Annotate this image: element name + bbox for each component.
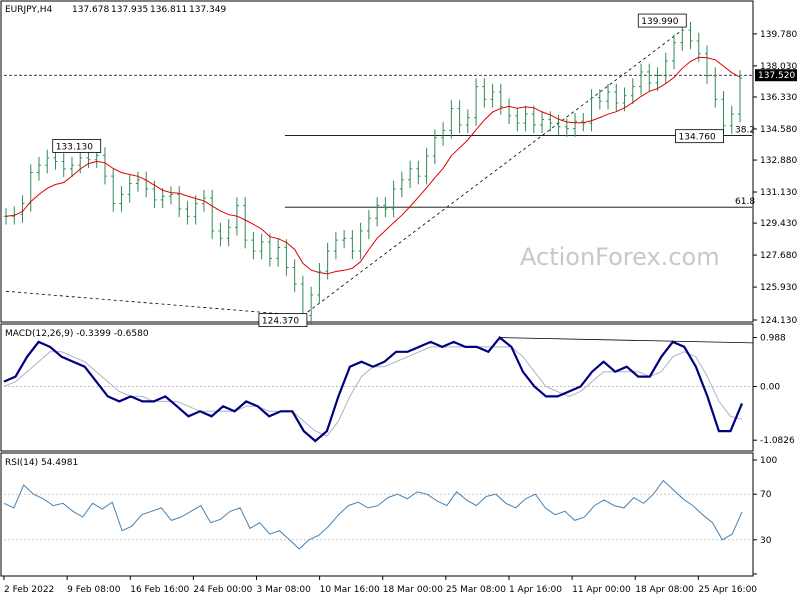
x-axis-label: 16 Feb 16:00 — [130, 585, 189, 595]
x-axis-label: 1 Apr 16:00 — [509, 585, 562, 595]
x-axis-label: 25 Apr 16:00 — [698, 585, 757, 595]
trend-line — [302, 29, 683, 316]
price-panel-frame — [0, 0, 754, 323]
price-layer: 38.2 61.8 133.130 124.370 139.990 134.760 — [4, 13, 755, 328]
x-axis-label: 2 Feb 2022 — [4, 585, 54, 595]
price-axis-label: 124.130 — [760, 316, 797, 326]
x-axis-label: 10 Mar 16:00 — [320, 585, 380, 595]
header-low: 136.811 — [150, 5, 187, 15]
rsi-line — [3, 479, 743, 550]
header-high: 137.935 — [111, 5, 148, 15]
trend-line — [5, 290, 303, 317]
rsi-axis-label: 30 — [760, 536, 772, 546]
x-axis-label: 18 Mar 00:00 — [383, 585, 443, 595]
macd-divergence-line — [499, 337, 754, 344]
price-axis-label: 132.880 — [760, 156, 797, 166]
swing-label-box — [52, 139, 102, 153]
macd-line — [3, 336, 744, 443]
price-axis-label: 134.580 — [760, 125, 797, 135]
x-axis-label: 24 Feb 00:00 — [193, 585, 252, 595]
rsi-axis-label: 70 — [760, 490, 772, 500]
x-axis-label: 9 Feb 08:00 — [67, 585, 121, 595]
price-axis-label: 125.930 — [760, 283, 797, 293]
swing-label-box — [675, 129, 724, 144]
swing-label: 134.760 — [679, 133, 716, 143]
x-axis-label: 3 Mar 08:00 — [256, 585, 311, 595]
swing-label-box — [637, 13, 687, 28]
price-axis-label: 127.680 — [760, 251, 797, 261]
x-axis-label: 11 Apr 00:00 — [572, 585, 631, 595]
swing-label: 133.130 — [56, 142, 93, 152]
rsi-axis-label: 100 — [760, 456, 777, 466]
fib-label: 38.2 — [735, 126, 755, 136]
rsi-panel-frame — [0, 452, 754, 577]
header-symbol: EURJPY,H4 — [5, 5, 53, 15]
current-price-tag-label: 137.520 — [758, 71, 795, 81]
price-axis-label: 136.330 — [760, 93, 797, 103]
price-axis-label: 138.030 — [760, 62, 797, 72]
price-axis-label: 129.430 — [760, 219, 797, 229]
rsi-layer — [3, 479, 753, 550]
header-close: 137.349 — [189, 5, 226, 15]
macd-layer — [3, 336, 754, 443]
swing-label-box — [258, 313, 308, 328]
header-open: 137.678 — [72, 5, 109, 15]
swing-label: 124.370 — [262, 317, 299, 327]
macd-axis-label: 0.00 — [760, 383, 780, 393]
axes-layer: 139.780 138.030 136.330 134.580 132.880 131.1… — [3, 30, 797, 595]
macd-panel-frame — [0, 323, 754, 452]
price-axis-label: 131.130 — [760, 188, 797, 198]
fib-label: 61.8 — [735, 197, 755, 207]
rsi-title: RSI(14) 54.4981 — [5, 458, 78, 468]
x-axis-label: 25 Mar 08:00 — [446, 585, 506, 595]
macd-signal-line — [3, 346, 743, 437]
moving-average-line — [5, 56, 741, 275]
price-axis-label: 139.780 — [760, 30, 797, 40]
macd-axis-label: 0.988 — [760, 334, 786, 344]
swing-label: 139.990 — [641, 17, 678, 27]
macd-axis-label: -1.0826 — [760, 436, 795, 446]
macd-title: MACD(12,26,9) -0.3399 -0.6580 — [5, 329, 149, 339]
current-price-tag — [755, 69, 797, 82]
watermark: ActionForex.com — [520, 243, 720, 271]
x-axis-label: 18 Apr 08:00 — [635, 585, 694, 595]
